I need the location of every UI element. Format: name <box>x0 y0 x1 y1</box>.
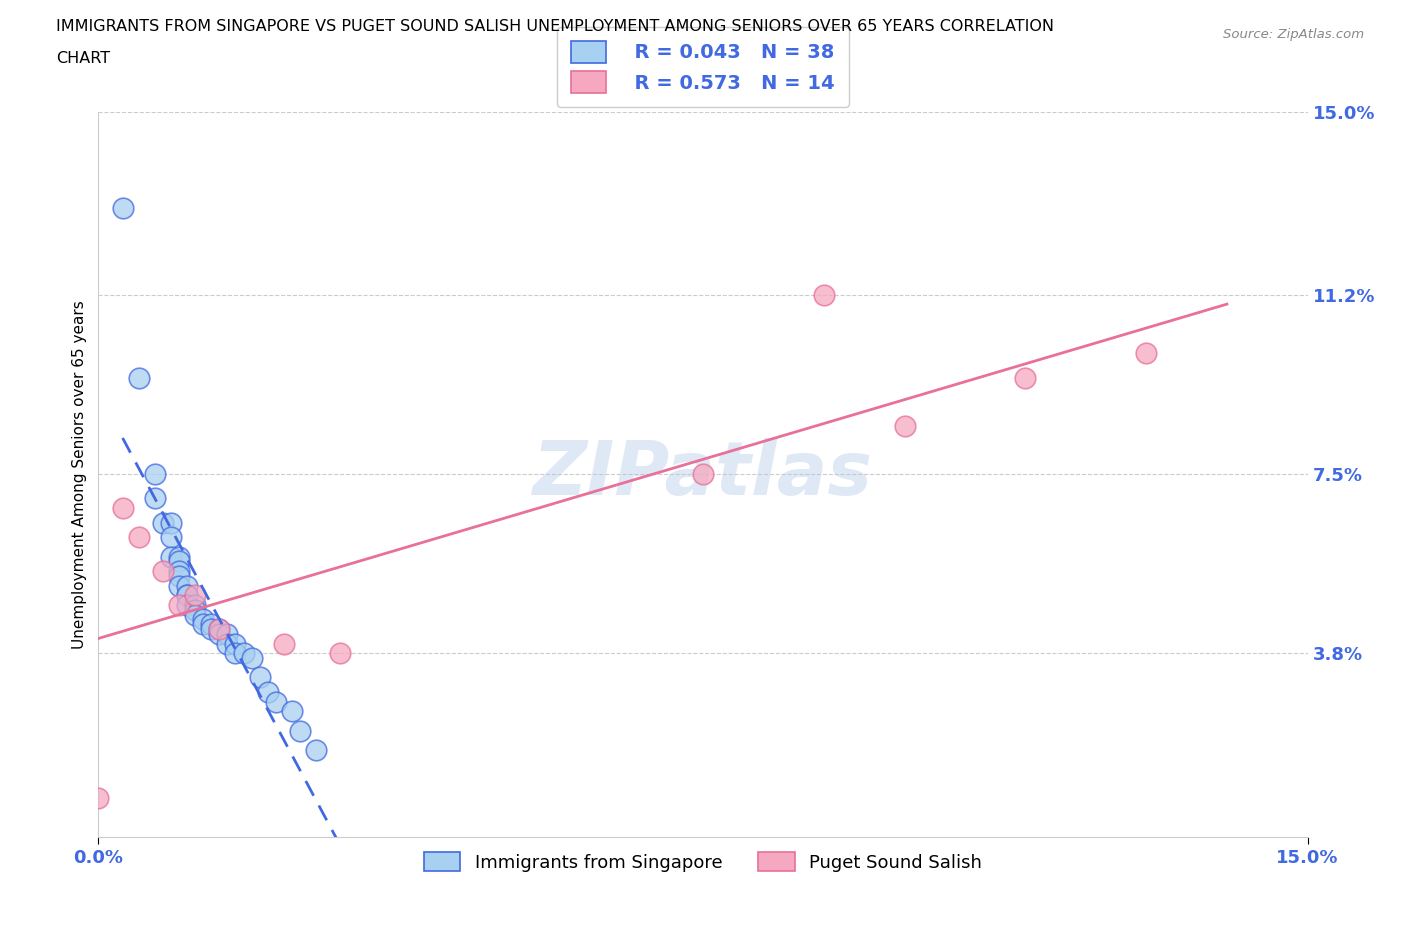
Point <box>167 568 190 583</box>
Point <box>128 530 150 545</box>
Point <box>256 684 278 699</box>
Point <box>264 694 287 709</box>
Point <box>208 621 231 636</box>
Point <box>193 617 215 631</box>
Point <box>217 627 239 642</box>
Legend: Immigrants from Singapore, Puget Sound Salish: Immigrants from Singapore, Puget Sound S… <box>418 845 988 879</box>
Point <box>160 530 183 545</box>
Point <box>143 467 166 482</box>
Point <box>184 603 207 618</box>
Point <box>200 621 222 636</box>
Point <box>184 607 207 622</box>
Point <box>200 617 222 631</box>
Point <box>184 588 207 603</box>
Point <box>111 500 134 515</box>
Point <box>249 670 271 684</box>
Point <box>152 564 174 578</box>
Point <box>176 588 198 603</box>
Point <box>224 636 246 651</box>
Point <box>281 704 304 719</box>
Point <box>1014 370 1036 385</box>
Point <box>288 724 311 738</box>
Point <box>176 578 198 593</box>
Point <box>167 578 190 593</box>
Point <box>167 554 190 569</box>
Text: CHART: CHART <box>56 51 110 66</box>
Point <box>240 651 263 666</box>
Point <box>1135 346 1157 361</box>
Text: Source: ZipAtlas.com: Source: ZipAtlas.com <box>1223 28 1364 41</box>
Point <box>167 564 190 578</box>
Point <box>224 645 246 660</box>
Point <box>893 418 915 433</box>
Point <box>305 742 328 757</box>
Text: ZIPatlas: ZIPatlas <box>533 438 873 511</box>
Y-axis label: Unemployment Among Seniors over 65 years: Unemployment Among Seniors over 65 years <box>72 300 87 649</box>
Point <box>176 597 198 612</box>
Point <box>208 627 231 642</box>
Point <box>329 645 352 660</box>
Point <box>167 549 190 564</box>
Point <box>813 288 835 303</box>
Point <box>128 370 150 385</box>
Text: IMMIGRANTS FROM SINGAPORE VS PUGET SOUND SALISH UNEMPLOYMENT AMONG SENIORS OVER : IMMIGRANTS FROM SINGAPORE VS PUGET SOUND… <box>56 19 1054 33</box>
Point <box>232 645 254 660</box>
Point <box>208 621 231 636</box>
Point <box>167 597 190 612</box>
Point <box>143 491 166 506</box>
Point <box>87 790 110 805</box>
Point <box>160 515 183 530</box>
Point <box>184 597 207 612</box>
Point <box>273 636 295 651</box>
Point <box>176 588 198 603</box>
Point <box>692 467 714 482</box>
Point <box>152 515 174 530</box>
Point <box>111 201 134 216</box>
Point <box>160 549 183 564</box>
Point <box>193 612 215 627</box>
Point <box>217 636 239 651</box>
